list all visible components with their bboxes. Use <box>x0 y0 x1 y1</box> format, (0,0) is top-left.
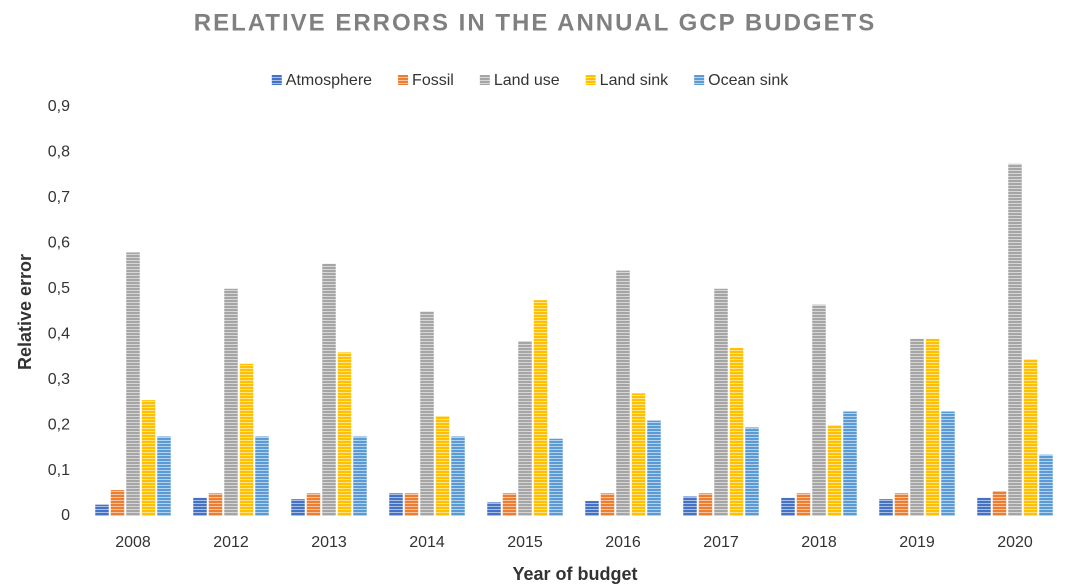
x-tick-label: 2020 <box>997 534 1033 551</box>
legend-item: Ocean sink <box>694 72 789 89</box>
bar <box>647 420 661 516</box>
x-tick-label: 2015 <box>507 534 543 551</box>
bar <box>941 411 955 516</box>
bar <box>502 493 517 516</box>
y-tick-label: 0,4 <box>48 325 70 342</box>
bar <box>910 338 924 516</box>
x-tick-label: 2012 <box>213 534 249 551</box>
bar <box>683 496 697 516</box>
x-tick-label: 2008 <box>115 534 151 551</box>
legend-label: Atmosphere <box>286 72 372 89</box>
legend-label: Ocean sink <box>708 72 789 89</box>
x-tick-label: 2017 <box>703 534 739 551</box>
bar <box>925 338 940 516</box>
legend-label: Fossil <box>412 72 454 89</box>
bar <box>796 493 811 516</box>
y-tick-label: 0,2 <box>48 416 70 433</box>
y-tick-label: 0,7 <box>48 189 70 206</box>
bar <box>239 363 254 516</box>
legend-item: Fossil <box>398 72 454 89</box>
bar <box>224 288 238 516</box>
bar <box>977 497 991 516</box>
legend-swatch <box>585 75 596 85</box>
x-tick-label: 2014 <box>409 534 445 551</box>
legend-item: Atmosphere <box>271 72 372 89</box>
bar <box>353 436 367 516</box>
y-tick-label: 0,9 <box>48 98 70 115</box>
legend-item: Land use <box>479 72 560 89</box>
x-tick-label: 2016 <box>605 534 641 551</box>
bar <box>306 493 321 516</box>
bar <box>533 300 548 516</box>
bar <box>1008 163 1022 517</box>
bar <box>193 497 207 516</box>
x-tick-label: 2019 <box>899 534 935 551</box>
bar <box>435 416 450 516</box>
bar <box>291 499 305 516</box>
bar <box>110 490 125 516</box>
bar <box>843 411 857 516</box>
legend-item: Land sink <box>585 72 669 89</box>
y-tick-label: 0,3 <box>48 371 70 388</box>
bar <box>126 252 140 516</box>
bar <box>141 400 156 516</box>
bar <box>781 497 795 516</box>
legend-swatch <box>694 75 705 85</box>
legend-label: Land use <box>494 72 560 89</box>
y-tick-label: 0,1 <box>48 462 70 479</box>
bar <box>518 341 532 516</box>
bar <box>404 493 419 516</box>
bar <box>1039 454 1053 516</box>
bar <box>389 493 403 516</box>
bar <box>208 493 223 516</box>
legend-swatch <box>479 75 490 85</box>
bar <box>992 491 1007 516</box>
y-tick-label: 0,5 <box>48 280 70 297</box>
chart-title: RELATIVE ERRORS IN THE ANNUAL GCP BUDGET… <box>194 9 877 36</box>
y-axis-title: Relative error <box>15 254 35 370</box>
legend-label: Land sink <box>600 72 669 89</box>
bar <box>255 436 269 516</box>
bar <box>322 263 336 516</box>
bar <box>337 352 352 516</box>
legend-swatch <box>271 75 282 85</box>
y-tick-label: 0,6 <box>48 235 70 252</box>
bar <box>698 493 713 516</box>
legend-swatch <box>398 75 409 85</box>
bar <box>729 347 744 516</box>
bar <box>714 288 728 516</box>
x-axis-title: Year of budget <box>512 564 637 584</box>
bar <box>549 438 563 516</box>
bar <box>879 499 893 516</box>
bar <box>631 393 646 516</box>
bar <box>95 504 109 516</box>
bar <box>600 493 615 516</box>
bar <box>812 304 826 516</box>
bar <box>487 502 501 516</box>
bar <box>585 501 599 516</box>
bar <box>451 436 465 516</box>
bar <box>616 270 630 516</box>
bar <box>827 425 842 516</box>
x-tick-label: 2018 <box>801 534 837 551</box>
y-tick-label: 0 <box>61 507 70 524</box>
bar <box>420 311 434 516</box>
x-tick-label: 2013 <box>311 534 347 551</box>
bar <box>894 493 909 516</box>
bar <box>157 436 171 516</box>
y-tick-label: 0,8 <box>48 144 70 161</box>
bar <box>745 427 759 516</box>
bar <box>1023 359 1038 516</box>
